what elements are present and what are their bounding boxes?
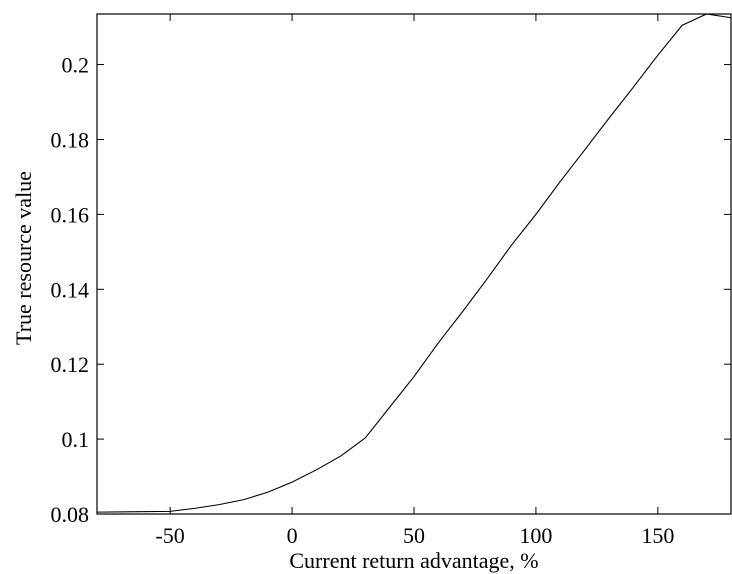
y-tick-label: 0.18 <box>51 127 90 152</box>
y-tick-label: 0.1 <box>62 427 90 452</box>
x-tick-label: 100 <box>519 523 552 548</box>
y-tick-label: 0.12 <box>51 352 90 377</box>
plot-frame <box>97 14 731 514</box>
y-tick-label: 0.14 <box>51 277 90 302</box>
x-tick-label: 0 <box>287 523 298 548</box>
y-tick-label: 0.2 <box>62 53 90 78</box>
x-tick-label: -50 <box>155 523 184 548</box>
series-line <box>97 14 731 512</box>
tick-marks <box>97 14 731 514</box>
y-tick-label: 0.08 <box>51 502 90 527</box>
y-tick-labels: 0.08 0.1 0.12 0.14 0.16 0.18 0.2 <box>51 53 90 527</box>
x-tick-labels: -50 0 50 100 150 <box>155 523 674 548</box>
x-axis-label: Current return advantage, % <box>289 548 538 573</box>
x-tick-label: 50 <box>403 523 425 548</box>
x-tick-label: 150 <box>641 523 674 548</box>
y-tick-label: 0.16 <box>51 202 90 227</box>
y-axis-label: True resource value <box>11 171 36 345</box>
